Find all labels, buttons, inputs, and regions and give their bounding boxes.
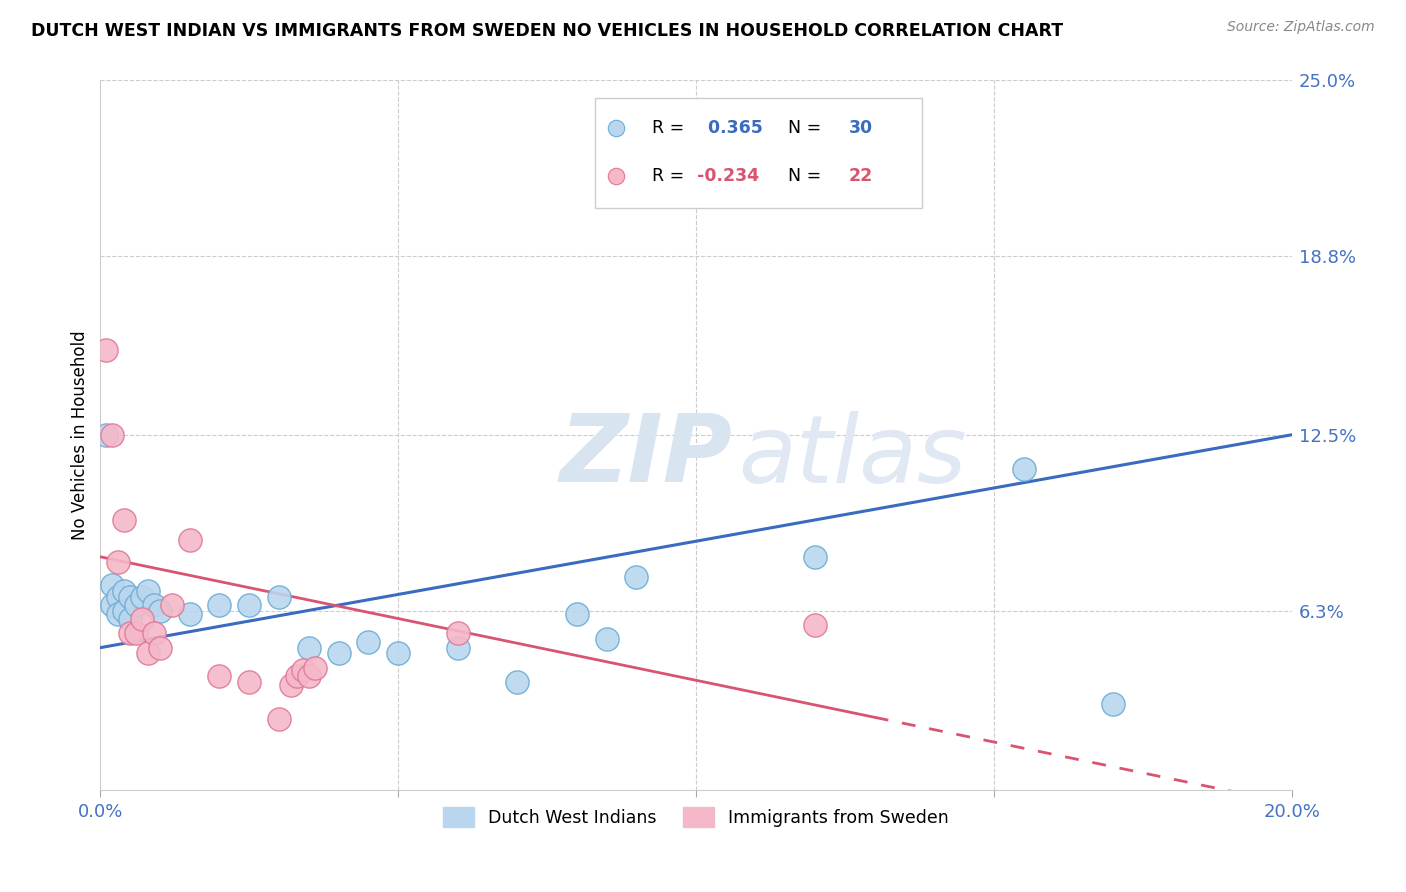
Text: DUTCH WEST INDIAN VS IMMIGRANTS FROM SWEDEN NO VEHICLES IN HOUSEHOLD CORRELATION: DUTCH WEST INDIAN VS IMMIGRANTS FROM SWE… bbox=[31, 22, 1063, 40]
Point bbox=[107, 607, 129, 621]
Point bbox=[96, 343, 118, 357]
Point bbox=[280, 677, 302, 691]
Point bbox=[149, 640, 172, 655]
Point bbox=[136, 646, 159, 660]
Point bbox=[125, 598, 148, 612]
Point bbox=[112, 513, 135, 527]
Point bbox=[328, 646, 350, 660]
Point bbox=[208, 598, 231, 612]
Text: 22: 22 bbox=[848, 167, 873, 185]
Point bbox=[96, 427, 118, 442]
Point bbox=[238, 674, 260, 689]
Point bbox=[804, 549, 827, 564]
Point bbox=[267, 712, 290, 726]
Point bbox=[112, 583, 135, 598]
Point bbox=[447, 626, 470, 640]
Point bbox=[298, 640, 321, 655]
Point bbox=[107, 556, 129, 570]
Point bbox=[120, 612, 142, 626]
Point bbox=[595, 632, 617, 647]
Point bbox=[143, 598, 166, 612]
Point bbox=[149, 604, 172, 618]
Text: 30: 30 bbox=[848, 119, 873, 136]
Point bbox=[238, 598, 260, 612]
Legend: Dutch West Indians, Immigrants from Sweden: Dutch West Indians, Immigrants from Swed… bbox=[436, 800, 956, 834]
Point bbox=[1012, 462, 1035, 476]
Point bbox=[565, 607, 588, 621]
Point bbox=[136, 583, 159, 598]
Point bbox=[112, 604, 135, 618]
Point bbox=[804, 618, 827, 632]
Point bbox=[120, 590, 142, 604]
Text: N =: N = bbox=[778, 167, 827, 185]
Point bbox=[131, 590, 153, 604]
Point bbox=[1102, 698, 1125, 712]
FancyBboxPatch shape bbox=[595, 98, 922, 208]
Point bbox=[387, 646, 409, 660]
Point bbox=[285, 669, 308, 683]
Text: N =: N = bbox=[778, 119, 827, 136]
Text: Source: ZipAtlas.com: Source: ZipAtlas.com bbox=[1227, 20, 1375, 34]
Point bbox=[179, 607, 201, 621]
Point bbox=[291, 664, 314, 678]
Text: 0.365: 0.365 bbox=[702, 119, 763, 136]
Text: R =: R = bbox=[652, 167, 690, 185]
Y-axis label: No Vehicles in Household: No Vehicles in Household bbox=[72, 330, 89, 540]
Point bbox=[107, 590, 129, 604]
Point bbox=[160, 598, 183, 612]
Point bbox=[304, 660, 326, 674]
Point bbox=[298, 669, 321, 683]
Point bbox=[125, 626, 148, 640]
Point bbox=[101, 598, 124, 612]
Text: atlas: atlas bbox=[738, 410, 966, 501]
Point bbox=[120, 626, 142, 640]
Point bbox=[357, 635, 380, 649]
Point bbox=[626, 570, 648, 584]
Point bbox=[447, 640, 470, 655]
Text: -0.234: -0.234 bbox=[697, 167, 759, 185]
Text: R =: R = bbox=[652, 119, 690, 136]
Point bbox=[179, 533, 201, 547]
Point bbox=[143, 626, 166, 640]
Point bbox=[131, 612, 153, 626]
Point bbox=[101, 427, 124, 442]
Point bbox=[101, 578, 124, 592]
Text: ZIP: ZIP bbox=[560, 410, 733, 502]
Point bbox=[208, 669, 231, 683]
Point bbox=[506, 674, 529, 689]
Point bbox=[267, 590, 290, 604]
